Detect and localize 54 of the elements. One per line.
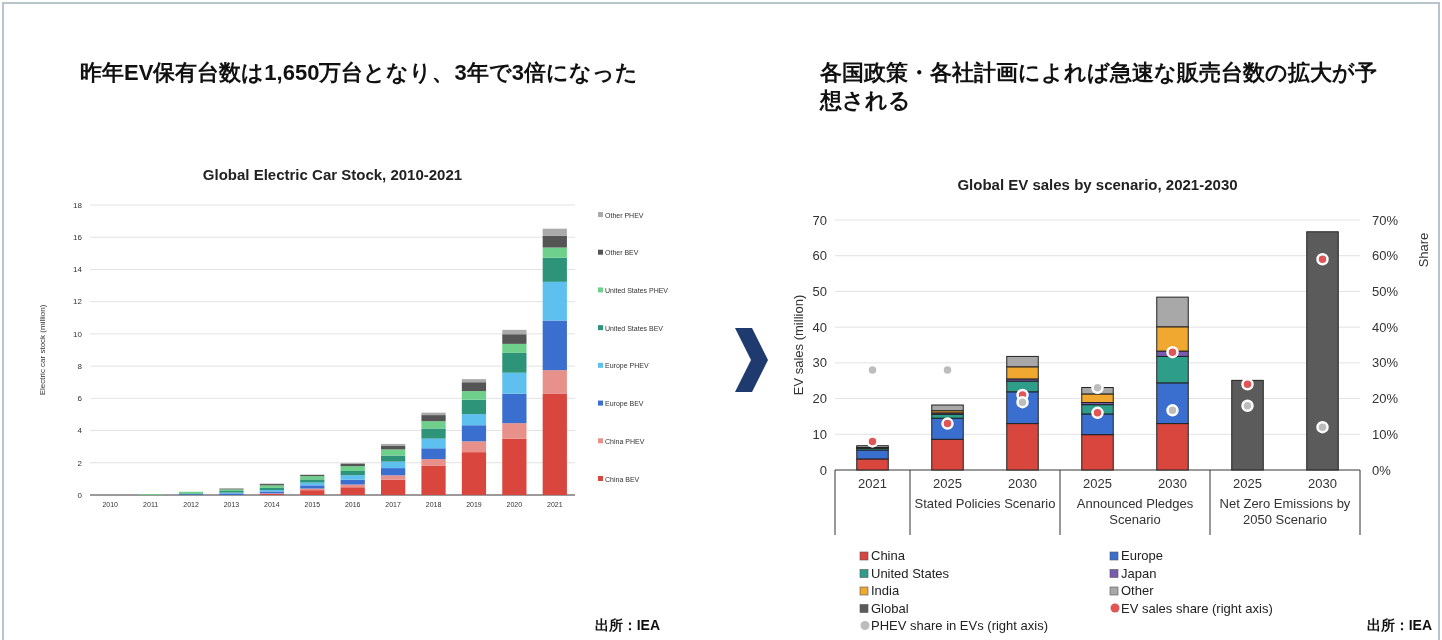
legend-label: Other (1121, 583, 1155, 598)
y-tick-label: 6 (77, 394, 83, 404)
y-tick-label: 8 (77, 361, 83, 371)
y2-axis-title: Share (1416, 232, 1431, 268)
y2-tick-label: 10% (1372, 426, 1399, 442)
y-tick-label: 10 (73, 329, 83, 339)
y2-tick-label: 30% (1372, 355, 1399, 371)
y2-tick-label: 60% (1372, 248, 1399, 264)
text: Announced Pledges Scenario (1076, 496, 1194, 527)
text: 出所：IEA (1366, 617, 1432, 633)
y-tick-label: 18 (73, 200, 83, 210)
legend-label: EV sales share (right axis) (1121, 600, 1273, 616)
y-tick-label: 20 (812, 391, 827, 407)
legend-label: India (871, 583, 900, 598)
y-tick-label: 50 (812, 283, 827, 299)
y-axis-title: Electric car stock (million) (38, 304, 47, 396)
y2-tick-label: 40% (1372, 319, 1399, 335)
legend-label: United States (871, 565, 950, 581)
chart-title: 各国政策・各社計画によれば急速な販売台数の拡大が予想される (819, 60, 1377, 113)
chart-title: 昨年EV保有台数は1,650万台となり、3年で3倍になった (80, 60, 638, 85)
x-tick-label: 2025 (1083, 476, 1112, 491)
y-tick-label: 16 (73, 233, 83, 243)
text: Net Zero Emissions by 2050 Scenario (1219, 496, 1351, 527)
x-tick-label: 2030 (1158, 476, 1187, 491)
legend-label: PHEV share in EVs (right axis) (871, 618, 1049, 633)
x-tick-label: 2030 (1008, 476, 1037, 491)
y-tick-label: 70 (812, 212, 827, 228)
text: Stated Policies Scenario (914, 496, 1056, 511)
legend-label: Global (871, 600, 909, 616)
x-tick-label: 2025 (933, 476, 962, 491)
y-tick-label: 40 (812, 319, 827, 335)
y2-tick-label: 50% (1372, 283, 1399, 299)
chart-subtitle: Global Electric Car Stock, 2010-2021 (202, 166, 463, 183)
y-tick-label: 60 (812, 248, 827, 264)
y-tick-label: 0 (77, 490, 83, 500)
y-tick-label: 10 (812, 426, 827, 442)
y-axis-title: EV sales (million) (791, 294, 806, 396)
y2-tick-label: 0% (1372, 462, 1392, 478)
text: 出所：IEA (594, 617, 660, 633)
chart-subtitle: Global EV sales by scenario, 2021-2030 (957, 176, 1238, 193)
y-tick-label: 12 (73, 297, 83, 307)
x-tick-label: 2025 (1233, 476, 1262, 491)
legend-label: China (871, 548, 906, 563)
legend-label: Japan (1121, 565, 1157, 581)
legend-label: Europe (1121, 548, 1163, 563)
y-tick-label: 0 (819, 462, 827, 478)
x-tick-label: 2021 (858, 476, 887, 491)
y2-tick-label: 20% (1372, 391, 1399, 407)
y-tick-label: 4 (77, 426, 83, 436)
y-tick-label: 14 (73, 265, 83, 275)
y-tick-label: 30 (812, 355, 827, 371)
y2-tick-label: 70% (1372, 212, 1399, 228)
x-tick-label: 2030 (1308, 476, 1337, 491)
y-tick-label: 2 (77, 458, 83, 468)
